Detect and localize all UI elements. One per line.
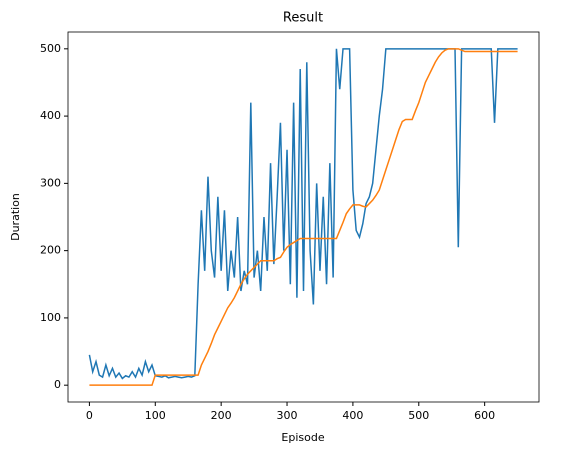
y-axis-label: Duration — [9, 193, 22, 241]
y-tick-label: 100 — [40, 311, 61, 324]
y-tick-label: 0 — [54, 378, 61, 391]
x-axis-label: Episode — [281, 431, 324, 444]
x-tick-label: 200 — [211, 409, 232, 422]
y-tick-label: 300 — [40, 176, 61, 189]
series-line — [89, 48, 518, 386]
x-tick-label: 600 — [474, 409, 495, 422]
y-tick-label: 500 — [40, 42, 61, 55]
series-line — [88, 48, 518, 380]
x-tick-label: 100 — [145, 409, 166, 422]
x-tick-label: 0 — [86, 409, 93, 422]
plot-frame — [67, 31, 540, 403]
chart-title: Result — [283, 11, 323, 26]
x-tick-label: 400 — [342, 409, 363, 422]
x-tick-label: 300 — [277, 409, 298, 422]
x-tick-label: 500 — [408, 409, 429, 422]
y-tick-label: 400 — [40, 109, 61, 122]
y-tick-label: 200 — [40, 244, 61, 257]
